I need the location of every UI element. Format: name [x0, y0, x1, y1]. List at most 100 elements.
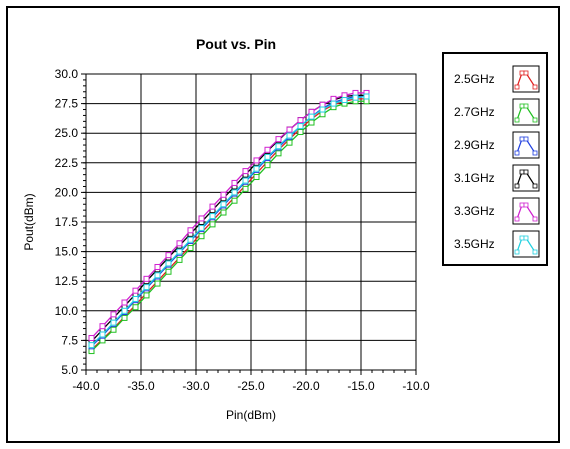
data-point [165, 252, 172, 259]
legend-swatch-marker [523, 235, 529, 241]
data-point [143, 284, 150, 291]
legend-swatch-marker [514, 183, 520, 189]
data-point [198, 233, 205, 240]
legend-swatch-marker [514, 216, 520, 222]
x-tick-label: -30.0 [182, 379, 210, 393]
axis-ticks: -40.0 -35.0 -30.0 -25.0 -20.0 -15.0 -10.0 5.0 7.… [55, 67, 430, 393]
y-tick-label: 27.5 [55, 97, 79, 111]
data-point [231, 179, 238, 186]
x-tick-label: -10.0 [402, 379, 430, 393]
data-point [110, 326, 117, 333]
data-point [264, 153, 271, 160]
data-point [363, 93, 370, 100]
legend-swatch-marker [532, 84, 538, 90]
data-point [154, 263, 161, 270]
legend-swatch-marker [514, 84, 520, 90]
x-axis-label: Pin(dBm) [226, 408, 276, 422]
x-tick-label: -25.0 [237, 379, 265, 393]
y-tick-label: 7.5 [61, 333, 78, 347]
y-tick-label: 5.0 [61, 363, 78, 377]
data-point [242, 177, 249, 184]
data-point [99, 331, 106, 338]
legend-swatch-marker [523, 169, 529, 175]
data-point [165, 260, 172, 267]
legend-swatch-marker [523, 202, 529, 208]
data-point [220, 191, 227, 198]
data-point [253, 165, 260, 172]
data-point [286, 132, 293, 139]
data-point [198, 224, 205, 231]
y-tick-label: 17.5 [55, 215, 79, 229]
data-point [154, 272, 161, 279]
data-point [176, 240, 183, 247]
y-tick-label: 22.5 [55, 156, 79, 170]
data-point [231, 189, 238, 196]
y-tick-label: 20.0 [55, 185, 79, 199]
data-point [187, 227, 194, 234]
data-point [341, 97, 348, 104]
data-point [264, 162, 271, 169]
series-line-2.5GHz [91, 98, 367, 351]
legend-swatch-marker [514, 150, 520, 156]
data-point [275, 136, 282, 143]
legend-label: 3.3GHz [454, 204, 495, 218]
data-point [132, 295, 139, 302]
data-point [132, 287, 139, 294]
data-point [319, 106, 326, 113]
data-point [352, 94, 359, 101]
pout-vs-pin-chart: Pout vs. Pin -40.0 -35.0 -30.0 -25.0 -20.0 -1… [22, 36, 548, 422]
y-tick-label: 25.0 [55, 126, 79, 140]
data-point [154, 280, 161, 287]
y-axis-label: Pout(dBm) [22, 193, 36, 250]
data-point [330, 100, 337, 107]
data-point [88, 342, 95, 349]
data-point [253, 157, 260, 164]
legend-swatch-marker [519, 202, 525, 208]
data-point [297, 117, 304, 124]
x-tick-label: -40.0 [72, 379, 100, 393]
legend-label: 2.9GHz [454, 138, 495, 152]
legend-swatch-marker [532, 150, 538, 156]
data-point [286, 126, 293, 133]
legend-swatch-marker [519, 136, 525, 142]
data-point [110, 319, 117, 326]
legend-swatch-marker [519, 70, 525, 76]
data-point [308, 113, 315, 120]
data-point [110, 311, 117, 318]
data-point [121, 314, 128, 321]
data-point [198, 215, 205, 222]
data-point [121, 307, 128, 314]
y-tick-label: 30.0 [55, 67, 79, 81]
grid-lines [86, 74, 416, 370]
legend-swatch-marker [523, 103, 529, 109]
chart-window: Pout vs. Pin -40.0 -35.0 -30.0 -25.0 -20.0 -1… [6, 6, 560, 443]
data-point [143, 292, 150, 299]
x-tick-label: -35.0 [127, 379, 155, 393]
data-point [143, 275, 150, 282]
legend-label: 3.1GHz [454, 171, 495, 185]
data-point [253, 174, 260, 181]
data-point [165, 268, 172, 275]
y-tick-label: 15.0 [55, 245, 79, 259]
data-point [187, 236, 194, 243]
legend-swatch-marker [532, 117, 538, 123]
data-point [209, 213, 216, 220]
legend-swatch-marker [532, 249, 538, 255]
data-point [187, 245, 194, 252]
x-tick-label: -15.0 [347, 379, 375, 393]
legend-swatch-marker [532, 183, 538, 189]
data-point [264, 146, 271, 153]
data-point [99, 323, 106, 330]
data-point [176, 248, 183, 255]
data-point [297, 129, 304, 136]
data-point [220, 201, 227, 208]
legend-swatch-marker [514, 117, 520, 123]
series-lines [88, 89, 370, 355]
data-point [209, 203, 216, 210]
data-point [231, 197, 238, 204]
legend-swatch-marker [519, 169, 525, 175]
data-point [275, 143, 282, 150]
series-line-2.7GHz [91, 100, 367, 352]
legend-label: 3.5GHz [454, 237, 495, 251]
legend: 2.5GHz 2.7GHz 2.9GHz 3.1GHz 3.3GHz 3.5GHz [442, 52, 548, 266]
